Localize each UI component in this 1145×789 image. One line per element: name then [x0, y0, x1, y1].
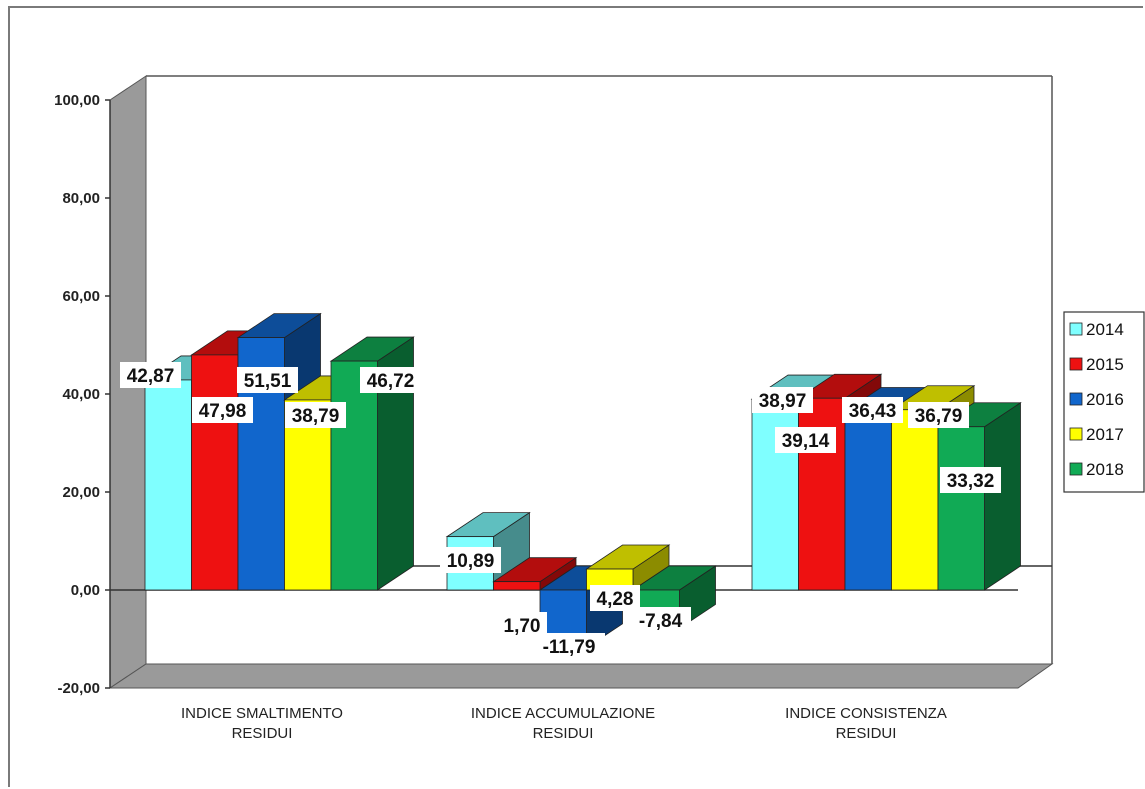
legend-swatch-2016 — [1069, 392, 1083, 406]
category-label: RESIDUI — [533, 725, 594, 742]
data-label-text: -11,79 — [543, 637, 596, 658]
bar-front-face — [937, 426, 985, 591]
data-label-box — [752, 387, 813, 413]
bar-side-face — [984, 401, 1021, 591]
data-label-2016-2: -11,79 — [533, 633, 605, 659]
y-tick-label: 20,00 — [62, 484, 100, 501]
data-label-text: 1,70 — [504, 616, 541, 637]
data-label-2017-2: 4,28 — [590, 585, 640, 611]
bar-front-face — [844, 411, 892, 591]
legend-label-2016: 2016 — [1086, 390, 1124, 409]
category-label: RESIDUI — [232, 725, 293, 742]
bar-front-face — [798, 397, 846, 591]
category-label: INDICE SMALTIMENTO — [181, 705, 343, 722]
data-label-2015-1: 47,98 — [192, 397, 253, 423]
bar-2018-1 — [329, 336, 415, 591]
data-label-2018-1: 46,72 — [360, 367, 421, 393]
data-label-2017-3: 36,79 — [908, 402, 969, 428]
data-label-text: 36,43 — [849, 401, 897, 422]
data-label-box — [908, 402, 969, 428]
data-label-2017-1: 38,79 — [285, 402, 346, 428]
data-label-2018-2: -7,84 — [630, 607, 691, 633]
bar-2017-2 — [585, 544, 671, 591]
bar-front-face — [284, 399, 332, 591]
data-label-2014-1: 42,87 — [120, 362, 181, 388]
bar-front-face — [891, 409, 939, 591]
floor — [108, 663, 1054, 689]
data-label-box — [775, 427, 836, 453]
y-tick-label: 60,00 — [62, 288, 100, 305]
data-label-box — [940, 467, 1001, 493]
y-tick-label: 0,00 — [71, 582, 100, 599]
legend-swatch-2017 — [1069, 427, 1083, 441]
chart-frame — [8, 6, 1143, 787]
category-labels: INDICE SMALTIMENTO RESIDUI INDICE ACCUMULA… — [181, 705, 947, 742]
bar-2018-3 — [936, 401, 1022, 591]
legend: 2014 2015 2016 2017 2018 — [1063, 311, 1145, 493]
data-label-text: 38,79 — [292, 406, 340, 427]
bar-front-face — [144, 379, 192, 591]
data-label-box — [285, 402, 346, 428]
bar-2015-2 — [492, 556, 578, 591]
legend-swatch-2014 — [1069, 322, 1083, 336]
bar-front-face — [330, 360, 378, 591]
data-label-text: 39,14 — [782, 431, 830, 452]
data-labels: 42,87 10,89 38,97 47,98 1,70 39,14 51,51 -11,79… — [120, 362, 1001, 659]
data-label-box — [842, 397, 903, 423]
data-label-text: 47,98 — [199, 401, 247, 422]
data-label-box — [120, 362, 181, 388]
data-label-box — [192, 397, 253, 423]
data-label-box — [360, 367, 421, 393]
category-label: INDICE CONSISTENZA — [785, 705, 947, 722]
legend-label-2015: 2015 — [1086, 355, 1124, 374]
bar-front-face — [191, 354, 239, 591]
legend-label-2018: 2018 — [1086, 460, 1124, 479]
data-label-2016-1: 51,51 — [237, 367, 298, 393]
data-label-text: 10,89 — [447, 551, 495, 572]
data-label-2016-3: 36,43 — [842, 397, 903, 423]
y-tick-label: 80,00 — [62, 190, 100, 207]
legend-label-2014: 2014 — [1086, 320, 1124, 339]
data-label-text: 46,72 — [367, 371, 415, 392]
data-label-text: 33,32 — [947, 471, 995, 492]
bars — [143, 312, 1022, 649]
data-label-text: 4,28 — [597, 589, 634, 610]
y-tick-label: 40,00 — [62, 386, 100, 403]
category-label: RESIDUI — [836, 725, 897, 742]
y-tick-label: -20,00 — [57, 680, 100, 697]
data-label-text: 42,87 — [127, 366, 175, 387]
data-label-text: 51,51 — [244, 371, 292, 392]
data-label-box — [533, 633, 605, 659]
category-label: INDICE ACCUMULAZIONE — [471, 705, 655, 722]
data-label-2015-3: 39,14 — [775, 427, 836, 453]
data-label-box — [630, 607, 691, 633]
bar-front-face — [493, 581, 541, 591]
data-label-box — [237, 367, 298, 393]
data-label-2018-3: 33,32 — [940, 467, 1001, 493]
data-label-box — [440, 547, 501, 573]
legend-label-2017: 2017 — [1086, 425, 1124, 444]
data-label-text: -7,84 — [639, 611, 683, 632]
legend-swatch-2018 — [1069, 462, 1083, 476]
data-label-box — [590, 585, 640, 611]
data-label-2014-3: 38,97 — [752, 387, 813, 413]
data-label-text: 36,79 — [915, 406, 963, 427]
legend-swatch-2015 — [1069, 357, 1083, 371]
y-tick-label: 100,00 — [54, 92, 100, 109]
data-label-text: 38,97 — [759, 391, 807, 412]
data-label-2014-2: 10,89 — [440, 547, 501, 573]
